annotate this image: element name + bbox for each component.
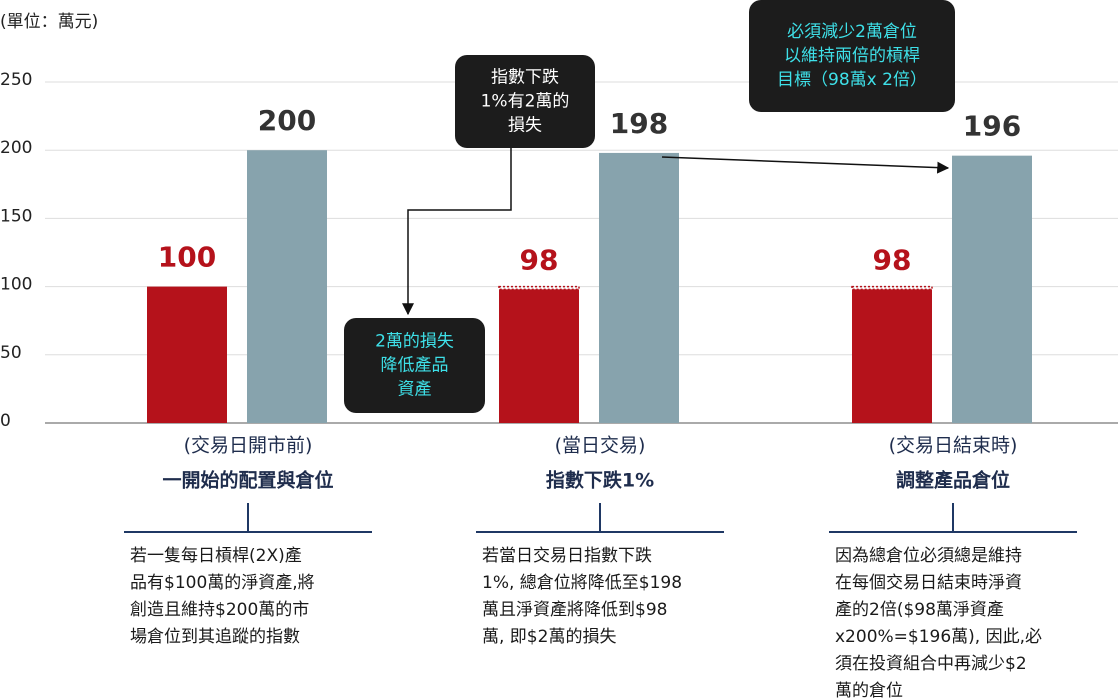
note-text: 萬的倉位 — [835, 681, 903, 700]
value-label: 98 — [520, 243, 559, 276]
note-text: 產的2倍($98萬淨資產 — [835, 600, 1004, 620]
y-tick-label: 100 — [0, 275, 32, 295]
callout-text: 損失 — [508, 116, 542, 136]
x-tick-label: (交易日結束時) — [889, 435, 1018, 457]
callout-text: 指數下跌 — [491, 68, 559, 88]
x-tick-label: (當日交易) — [555, 435, 646, 457]
callout-text: 2萬的損失 — [375, 332, 454, 352]
callout-box — [455, 55, 595, 148]
y-tick-label: 200 — [0, 138, 32, 158]
callout-box — [749, 0, 955, 112]
note-text: 品有$100萬的淨資產,將 — [130, 573, 315, 593]
x-tick-label: (交易日開市前) — [184, 435, 313, 457]
y-tick-label: 0 — [0, 411, 11, 431]
value-label: 196 — [963, 110, 1021, 143]
value-label: 198 — [610, 107, 668, 140]
value-label: 200 — [258, 104, 316, 137]
note-text: 創造且維持$200萬的市 — [130, 600, 309, 620]
bar — [952, 155, 1032, 423]
note-text: 在每個交易日結束時淨資 — [835, 573, 1022, 593]
note-text: 1%, 總倉位將降低至$198 — [482, 573, 682, 593]
note-text: 須在投資組合中再減少$2 — [835, 654, 1027, 674]
note-text: 若一隻每日槓桿(2X)產 — [130, 546, 302, 566]
note-text: 場倉位到其追蹤的指數 — [130, 627, 300, 647]
callout-text: 以維持兩倍的槓桿 — [784, 46, 920, 66]
bar — [499, 289, 579, 423]
callout-text: 資產 — [398, 380, 432, 400]
note-text: 因為總倉位必須總是維持 — [835, 546, 1022, 566]
arrow — [402, 148, 512, 316]
y-tick-label: 50 — [0, 343, 22, 363]
callout-text: 目標（98萬x 2倍） — [777, 70, 927, 90]
bar — [147, 286, 227, 423]
y-tick-label: 250 — [0, 70, 32, 90]
bar — [852, 289, 932, 423]
bar — [247, 150, 327, 423]
x-tick-label: 指數下跌1% — [546, 469, 654, 492]
callout-text: 必須減少2萬倉位 — [787, 22, 917, 42]
arrow — [661, 156, 950, 174]
note-text: 萬且淨資產將降低到$98 — [482, 600, 667, 620]
callout-text: 1%有2萬的 — [481, 92, 570, 112]
value-label: 98 — [873, 243, 912, 276]
previous-value-outline — [498, 285, 580, 291]
previous-value-outline — [851, 285, 933, 291]
note-text: 若當日交易日指數下跌 — [482, 546, 652, 566]
note-text: x200%=$196萬), 因此,必 — [835, 627, 1042, 647]
bar — [599, 152, 679, 424]
unit-label: (單位：萬元) — [0, 12, 98, 32]
x-tick-label: 調整產品倉位 — [896, 469, 1010, 492]
callout-text: 降低產品 — [381, 356, 449, 376]
y-tick-label: 150 — [0, 206, 32, 226]
value-label: 100 — [158, 241, 216, 274]
x-tick-label: 一開始的配置與倉位 — [162, 469, 333, 492]
note-text: 萬, 即$2萬的損失 — [482, 627, 616, 647]
callout-box — [344, 318, 485, 413]
